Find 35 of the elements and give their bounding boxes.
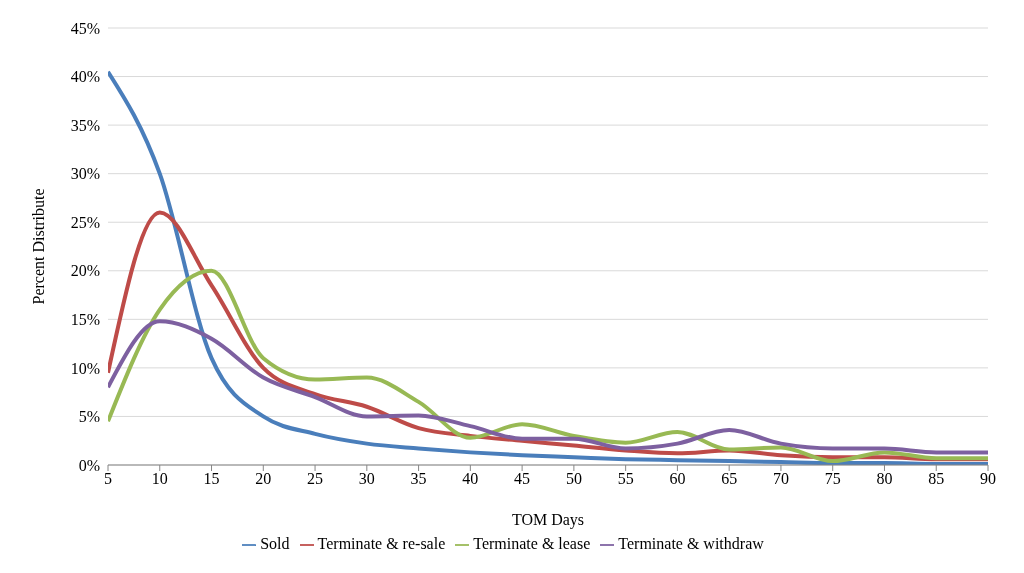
y-tick-label: 30% xyxy=(70,165,100,183)
y-tick-label: 35% xyxy=(70,116,100,134)
y-tick-label: 40% xyxy=(70,68,100,86)
line-series xyxy=(108,319,988,455)
y-tick-label: 15% xyxy=(70,311,100,329)
x-tick-label: 45 xyxy=(514,470,531,488)
x-tick-label: 65 xyxy=(721,470,738,488)
x-tick-label: 60 xyxy=(669,470,686,488)
x-tick-label: 80 xyxy=(876,470,893,488)
x-tick-label: 30 xyxy=(358,470,375,488)
legend-label: Terminate & re-sale xyxy=(317,535,446,552)
y-tick-label: 5% xyxy=(78,408,100,426)
x-tick-label: 75 xyxy=(824,470,841,488)
x-tick-label: 70 xyxy=(772,470,789,488)
legend-label: Terminate & lease xyxy=(473,535,591,552)
x-tick-label: 5 xyxy=(104,470,112,488)
x-tick-label: 25 xyxy=(307,470,324,488)
y-tick-label: 25% xyxy=(70,213,100,231)
x-tick-label: 90 xyxy=(980,470,996,488)
legend-label: Terminate & withdraw xyxy=(618,535,764,552)
legend-label: Sold xyxy=(260,535,290,552)
x-tick-label: 20 xyxy=(255,470,272,488)
x-tick-label: 35 xyxy=(410,470,427,488)
x-tick-label: 85 xyxy=(928,470,945,488)
y-tick-label: 20% xyxy=(70,262,100,280)
x-tick-label: 55 xyxy=(617,470,634,488)
x-tick-label: 15 xyxy=(203,470,220,488)
y-tick-label: 10% xyxy=(70,359,100,377)
x-axis-title: TOM Days xyxy=(511,511,585,529)
x-tick-label: 40 xyxy=(462,470,479,488)
x-tick-label: 10 xyxy=(151,470,168,488)
x-tick-label: 50 xyxy=(565,470,582,488)
y-axis-title: Percent Distribute xyxy=(29,188,47,305)
y-tick-label: 0% xyxy=(78,456,100,474)
y-tick-label: 45% xyxy=(70,19,100,37)
